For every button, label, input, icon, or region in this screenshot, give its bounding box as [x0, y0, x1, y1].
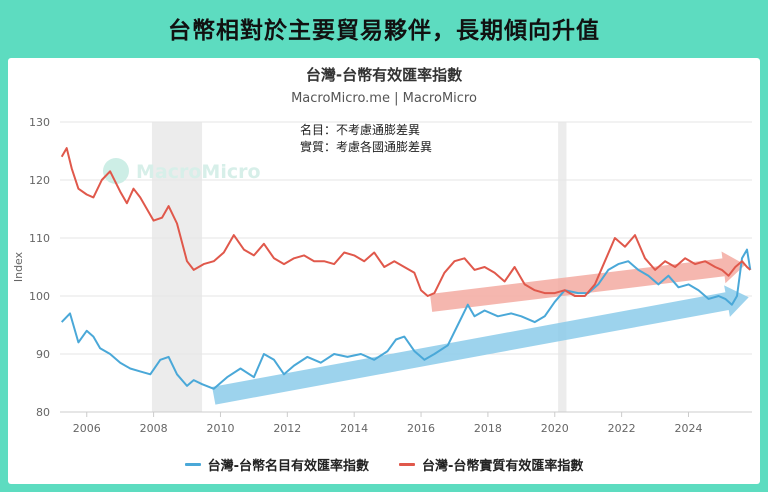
x-tick-label: 2018 [474, 422, 502, 435]
y-tick-label: 130 [29, 116, 50, 129]
x-tick-label: 2020 [541, 422, 569, 435]
x-tick-label: 2012 [273, 422, 301, 435]
chart-subtitle: MacroMicro.me | MacroMicro [291, 91, 477, 106]
watermark-logo-icon [103, 158, 129, 184]
annotation-text: 名目：不考慮通膨差異 [300, 122, 420, 137]
legend-item-real[interactable]: 台灣-台幣實質有效匯率指數 [399, 455, 583, 474]
watermark-text: MacroMicro [136, 161, 261, 183]
line-chart: MacroMicro 80 90 100 110 120 130 2006 2008 2010 2… [12, 116, 752, 435]
series-line-real [60, 147, 751, 297]
legend-label-nominal: 台灣-台幣名目有效匯率指數 [207, 459, 369, 474]
legend-label-real: 台灣-台幣實質有效匯率指數 [422, 459, 584, 474]
x-tick-label: 2022 [608, 422, 636, 435]
x-tick-label: 2010 [206, 422, 234, 435]
legend-item-nominal[interactable]: 台灣-台幣名目有效匯率指數 [184, 455, 369, 474]
chart-title: 台灣-台幣有效匯率指數 [305, 66, 463, 84]
y-tick-label: 80 [36, 406, 50, 419]
x-tick-label: 2016 [407, 422, 435, 435]
x-tick-label: 2006 [73, 422, 101, 435]
chart-card: 台灣-台幣有效匯率指數 MacroMicro.me | MacroMicro M… [8, 58, 760, 484]
x-tick-label: 2024 [674, 422, 702, 435]
y-tick-label: 110 [29, 232, 50, 245]
y-tick-label: 90 [36, 348, 50, 361]
annotation-text: 實質：考慮各國通膨差異 [300, 139, 432, 154]
legend-swatch-nominal [184, 463, 201, 466]
banner-title: 台幣相對於主要貿易夥伴，長期傾向升值 [168, 18, 600, 44]
recession-band [151, 122, 203, 412]
x-tick-label: 2014 [340, 422, 368, 435]
x-tick-label: 2008 [140, 422, 168, 435]
y-tick-label: 100 [29, 290, 50, 303]
series-line-nominal [60, 248, 752, 390]
trend-arrow-nominal [212, 285, 749, 405]
y-tick-label: 120 [29, 174, 50, 187]
trend-arrow-real [430, 251, 746, 312]
legend-swatch-real [399, 463, 415, 466]
recession-band [558, 122, 567, 412]
y-axis-label: Index [12, 251, 25, 282]
chart-legend: 台灣-台幣名目有效匯率指數 台灣-台幣實質有效匯率指數 [8, 455, 760, 474]
